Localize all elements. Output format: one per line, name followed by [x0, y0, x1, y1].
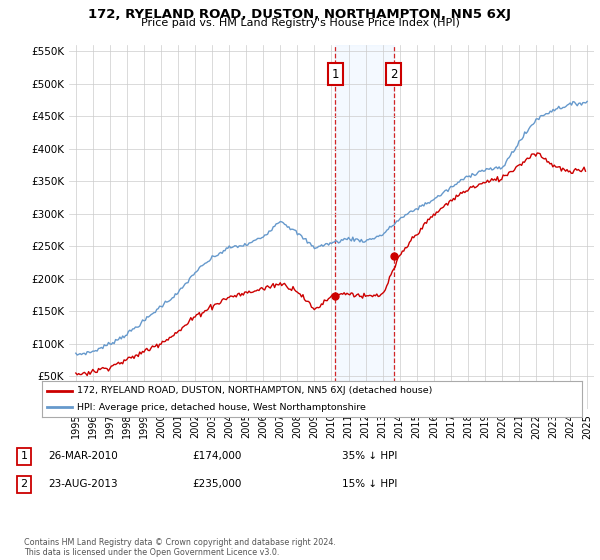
Bar — [335, 45, 394, 409]
Text: Contains HM Land Registry data © Crown copyright and database right 2024.
This d: Contains HM Land Registry data © Crown c… — [24, 538, 336, 557]
Text: 2: 2 — [390, 68, 397, 81]
Text: HPI: Average price, detached house, West Northamptonshire: HPI: Average price, detached house, West… — [77, 403, 366, 412]
Text: 26-MAR-2010: 26-MAR-2010 — [48, 451, 118, 461]
Text: Price paid vs. HM Land Registry's House Price Index (HPI): Price paid vs. HM Land Registry's House … — [140, 18, 460, 29]
Text: 1: 1 — [20, 451, 28, 461]
Text: 35% ↓ HPI: 35% ↓ HPI — [342, 451, 397, 461]
Text: 15% ↓ HPI: 15% ↓ HPI — [342, 479, 397, 489]
Text: 23-AUG-2013: 23-AUG-2013 — [48, 479, 118, 489]
Text: £174,000: £174,000 — [192, 451, 241, 461]
Text: 172, RYELAND ROAD, DUSTON, NORTHAMPTON, NN5 6XJ (detached house): 172, RYELAND ROAD, DUSTON, NORTHAMPTON, … — [77, 386, 433, 395]
Text: 1: 1 — [332, 68, 339, 81]
Text: £235,000: £235,000 — [192, 479, 241, 489]
Text: 172, RYELAND ROAD, DUSTON, NORTHAMPTON, NN5 6XJ: 172, RYELAND ROAD, DUSTON, NORTHAMPTON, … — [89, 8, 511, 21]
Text: 2: 2 — [20, 479, 28, 489]
